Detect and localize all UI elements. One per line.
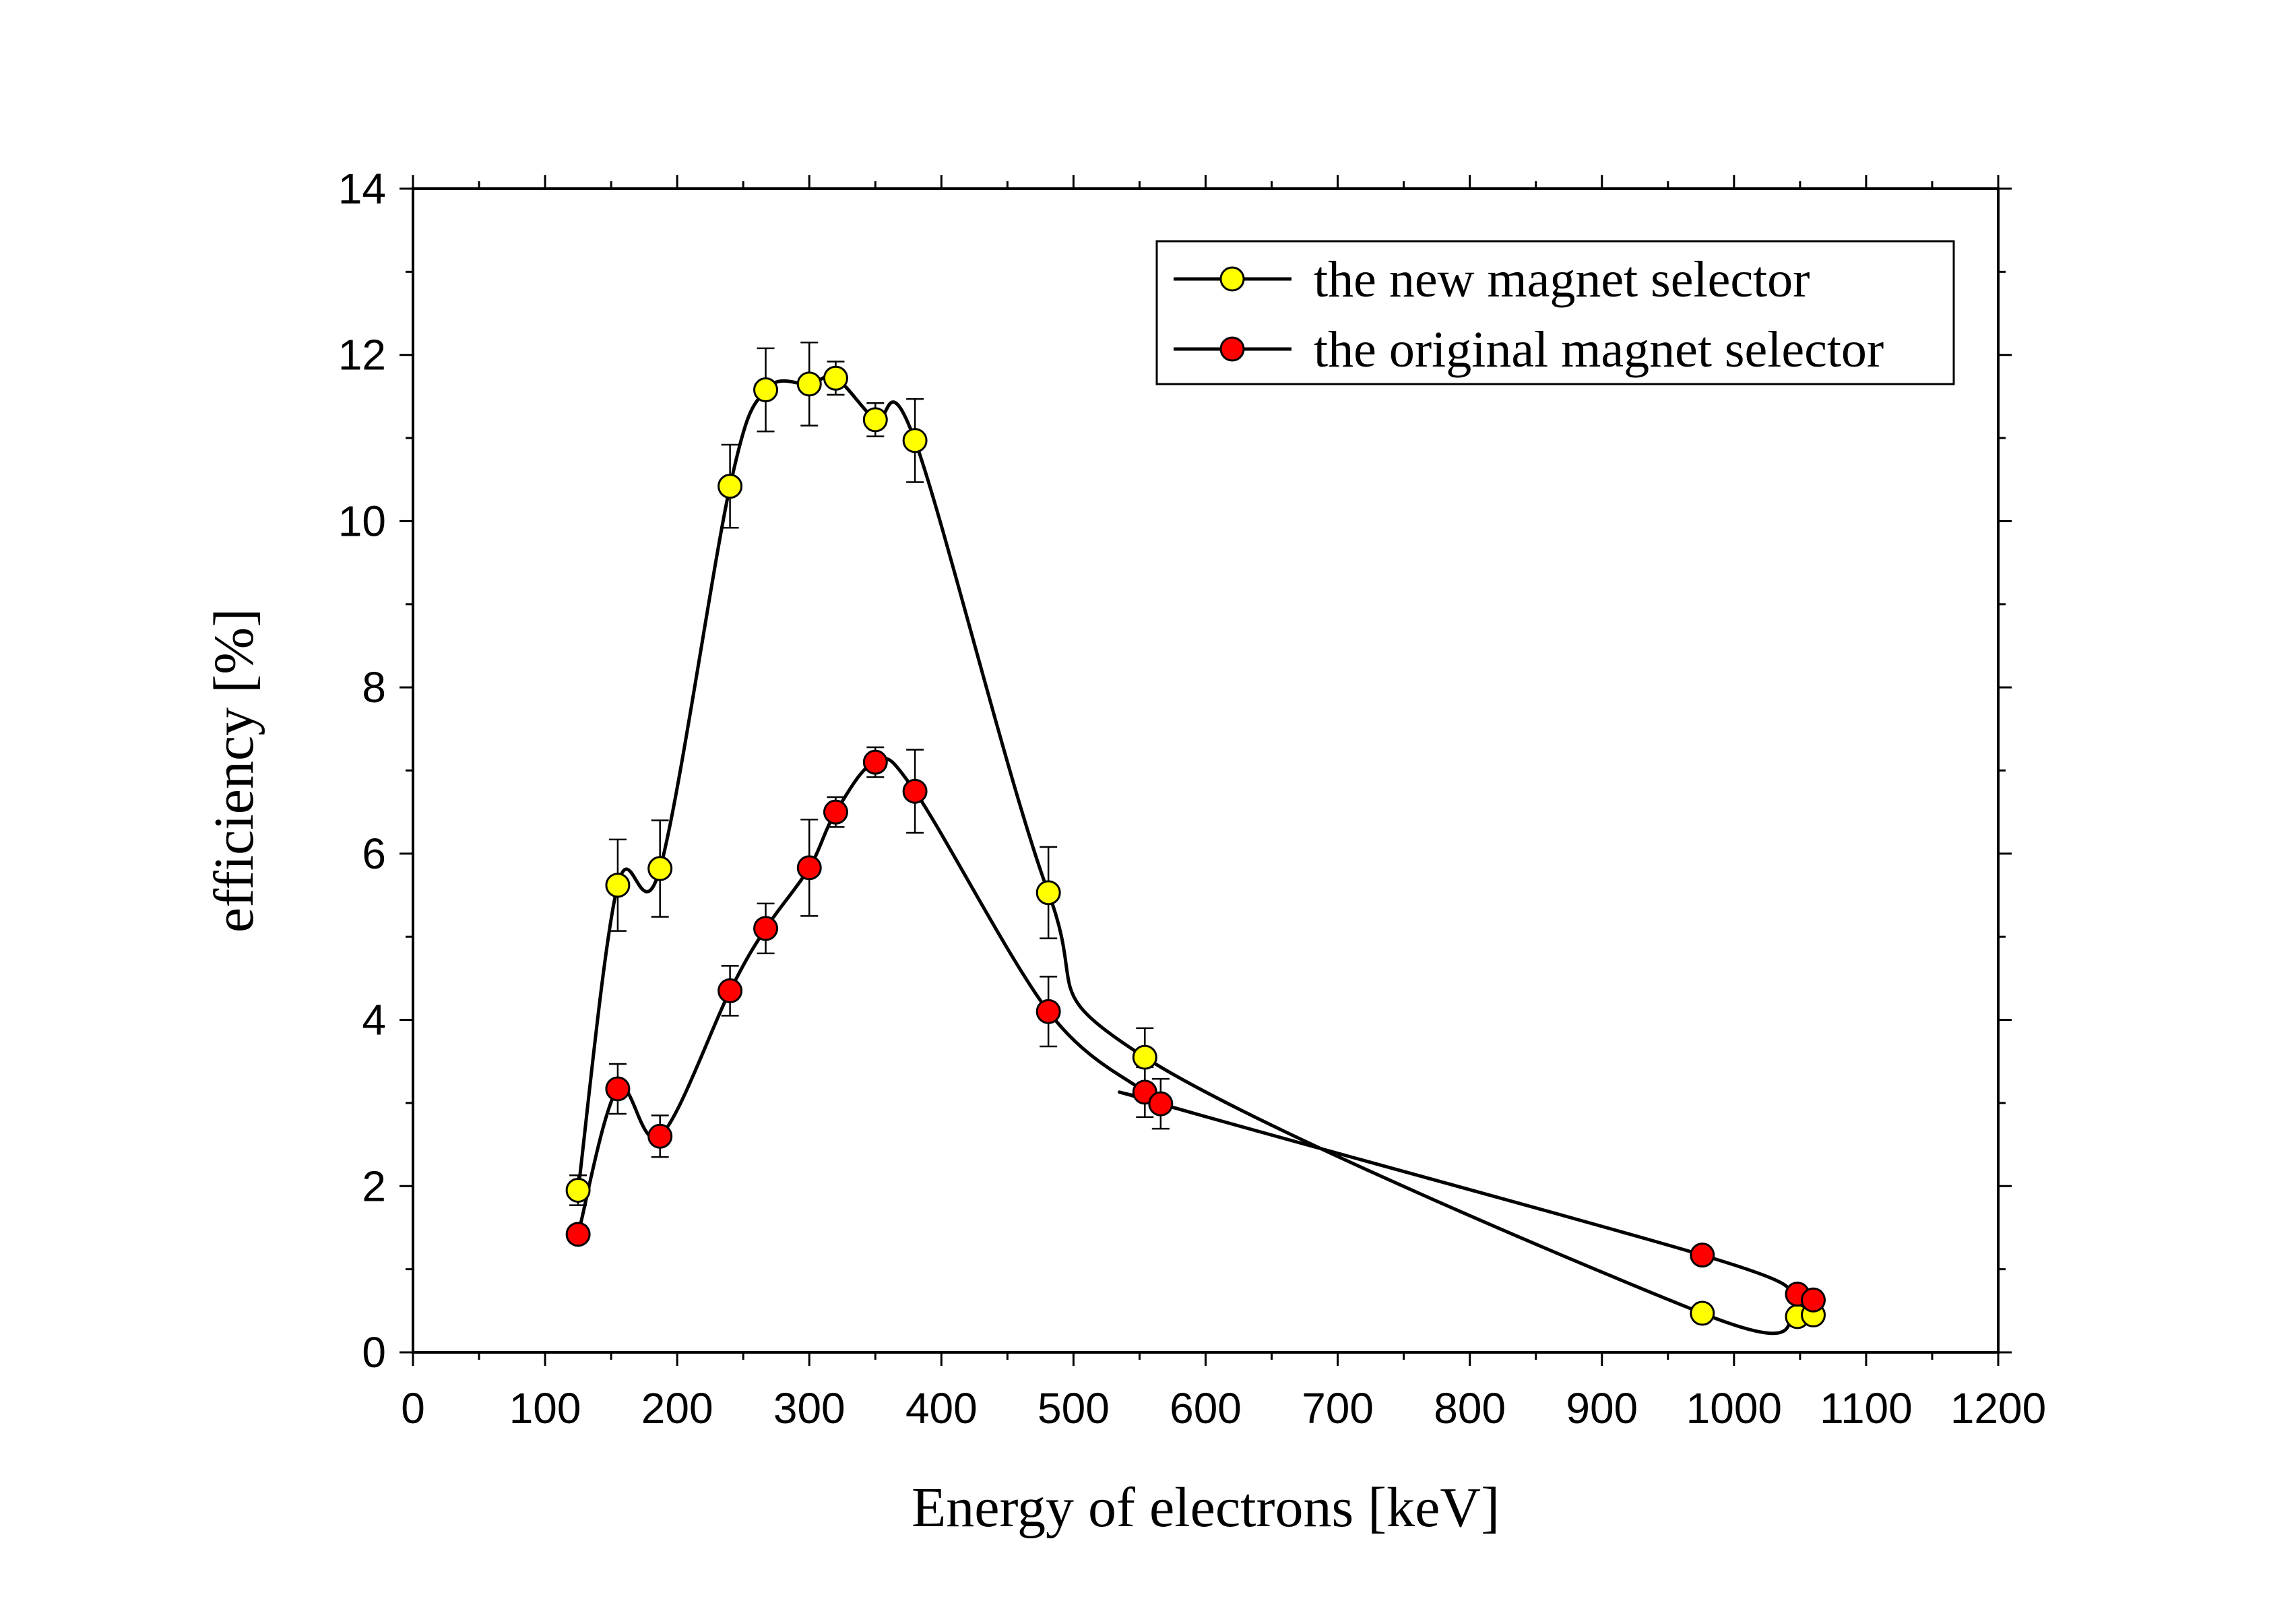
series-0-curve bbox=[576, 374, 1814, 1335]
x-axis-title: Energy of electrons [keV] bbox=[912, 1476, 1500, 1539]
series-1-point bbox=[1035, 999, 1061, 1024]
x-tick-label-800: 800 bbox=[1434, 1384, 1506, 1433]
y-tick-label-2: 2 bbox=[362, 1162, 386, 1210]
series-0-point bbox=[647, 856, 673, 881]
legend-entry-original-magnet-selector: the original magnet selector bbox=[1174, 321, 1884, 378]
series-1-point bbox=[1148, 1091, 1174, 1117]
series-0-point bbox=[902, 428, 928, 453]
y-tick-label-8: 8 bbox=[362, 663, 386, 712]
x-tick-label-500: 500 bbox=[1038, 1384, 1110, 1433]
data-points bbox=[565, 365, 1826, 1329]
y-axis-title: efficiency [%] bbox=[203, 608, 265, 933]
x-tick-label-0: 0 bbox=[401, 1384, 425, 1433]
x-tick-label-100: 100 bbox=[509, 1384, 581, 1433]
series-0-point bbox=[823, 365, 848, 391]
series-1-point bbox=[1800, 1287, 1826, 1313]
tick-labels: 0 100 200 300 400 500 600 700 800 900 1000 1100 1200… bbox=[338, 164, 2046, 1433]
series-0-point bbox=[718, 474, 743, 499]
series-1-point bbox=[1690, 1243, 1715, 1268]
axis-ticks bbox=[400, 175, 2012, 1366]
series-1-point bbox=[902, 778, 928, 804]
series-0-point bbox=[1132, 1044, 1157, 1070]
x-tick-label-700: 700 bbox=[1302, 1384, 1374, 1433]
legend-marker-original bbox=[1219, 336, 1245, 362]
legend-label-original: the original magnet selector bbox=[1314, 321, 1884, 378]
x-tick-label-300: 300 bbox=[773, 1384, 846, 1433]
y-tick-label-0: 0 bbox=[362, 1328, 386, 1377]
series-1-point bbox=[647, 1123, 673, 1149]
series-0-point bbox=[1690, 1300, 1715, 1326]
series-0-point bbox=[753, 377, 779, 403]
legend-entry-new-magnet-selector: the new magnet selector bbox=[1174, 251, 1810, 308]
x-tick-label-200: 200 bbox=[641, 1384, 713, 1433]
series-1-point bbox=[753, 916, 779, 941]
series-0-point bbox=[1035, 880, 1061, 906]
series-0-point bbox=[796, 371, 822, 397]
series-1-point bbox=[862, 749, 888, 775]
series-1-curve bbox=[576, 757, 1814, 1302]
series-1-point bbox=[823, 799, 848, 825]
x-tick-label-900: 900 bbox=[1566, 1384, 1638, 1433]
y-tick-label-4: 4 bbox=[362, 996, 386, 1044]
x-tick-label-1000: 1000 bbox=[1686, 1384, 1782, 1433]
x-tick-label-400: 400 bbox=[905, 1384, 978, 1433]
series-1-point bbox=[718, 978, 743, 1003]
x-tick-label-1100: 1100 bbox=[1820, 1384, 1913, 1433]
legend-marker-new bbox=[1219, 266, 1245, 292]
y-tick-label-10: 10 bbox=[338, 497, 386, 545]
y-tick-label-6: 6 bbox=[362, 829, 386, 878]
legend-box bbox=[1155, 240, 1955, 385]
legend: the new magnet selector the original mag… bbox=[1155, 240, 1955, 385]
x-tick-label-1200: 1200 bbox=[1950, 1384, 2046, 1433]
series-1-point bbox=[605, 1076, 631, 1102]
x-tick-label-600: 600 bbox=[1170, 1384, 1242, 1433]
series-1-point bbox=[565, 1222, 591, 1247]
series-0-point bbox=[565, 1177, 591, 1203]
y-tick-label-14: 14 bbox=[338, 164, 386, 213]
fit-curves bbox=[576, 374, 1814, 1335]
series-1-point bbox=[796, 855, 822, 881]
series-0-point bbox=[862, 407, 888, 433]
legend-label-new: the new magnet selector bbox=[1314, 251, 1810, 308]
y-tick-label-12: 12 bbox=[338, 331, 386, 379]
series-0-point bbox=[605, 873, 631, 898]
error-bars bbox=[569, 341, 1822, 1325]
